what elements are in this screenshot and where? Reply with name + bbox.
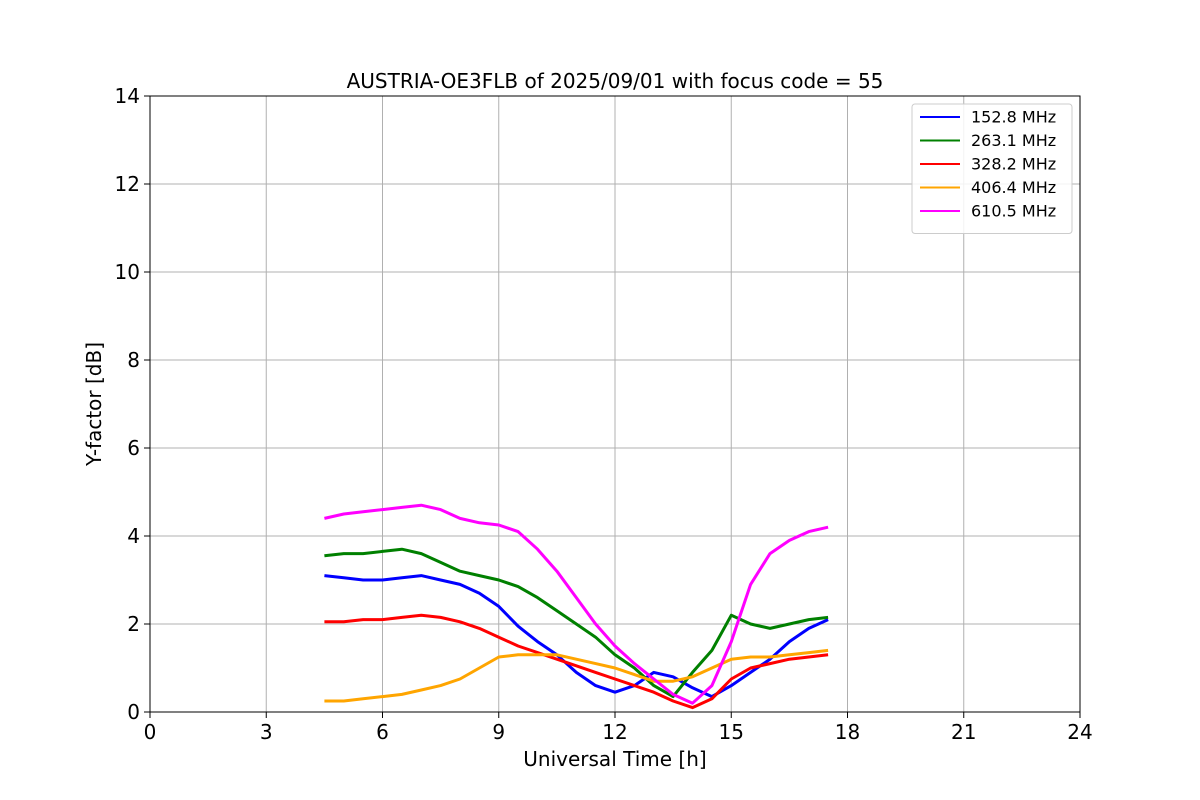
y-tick-label: 0 — [127, 700, 140, 724]
y-axis-label: Y-factor [dB] — [82, 342, 106, 467]
x-ticks: 0 3 6 9 12 15 18 21 24 — [144, 712, 1093, 744]
series-layer — [324, 503, 829, 710]
x-tick-label: 18 — [835, 720, 860, 744]
x-axis-label: Universal Time [h] — [523, 747, 706, 771]
x-tick-label: 6 — [376, 720, 389, 744]
legend-label: 406.4 MHz — [971, 178, 1056, 197]
legend: 152.8 MHz 263.1 MHz 328.2 MHz 406.4 MHz 610.… — [911, 103, 1073, 234]
y-tick-label: 8 — [127, 348, 140, 372]
x-tick-label: 12 — [602, 720, 627, 744]
x-tick-label: 9 — [492, 720, 505, 744]
legend-label: 610.5 MHz — [971, 202, 1056, 221]
legend-box — [911, 103, 1073, 234]
y-tick-label: 2 — [127, 612, 140, 636]
x-tick-label: 24 — [1067, 720, 1092, 744]
legend-label: 328.2 MHz — [971, 155, 1056, 174]
series-line-2 — [324, 613, 829, 710]
legend-label: 263.1 MHz — [971, 131, 1056, 150]
x-tick-label: 15 — [719, 720, 744, 744]
chart-title: AUSTRIA-OE3FLB of 2025/09/01 with focus … — [347, 69, 884, 93]
y-tick-label: 10 — [115, 260, 140, 284]
legend-label: 152.8 MHz — [971, 108, 1056, 127]
series-line-3 — [324, 648, 829, 703]
y-tick-label: 4 — [127, 524, 140, 548]
x-tick-label: 0 — [144, 720, 157, 744]
x-tick-label: 3 — [260, 720, 273, 744]
x-tick-label: 21 — [951, 720, 976, 744]
y-tick-label: 12 — [115, 172, 140, 196]
series-line-1 — [324, 547, 829, 699]
y-tick-label: 6 — [127, 436, 140, 460]
series-line-4 — [324, 503, 829, 705]
y-tick-label: 14 — [115, 84, 140, 108]
y-ticks: 0 2 4 6 8 10 12 14 — [115, 84, 150, 724]
series-line-0 — [324, 574, 829, 699]
